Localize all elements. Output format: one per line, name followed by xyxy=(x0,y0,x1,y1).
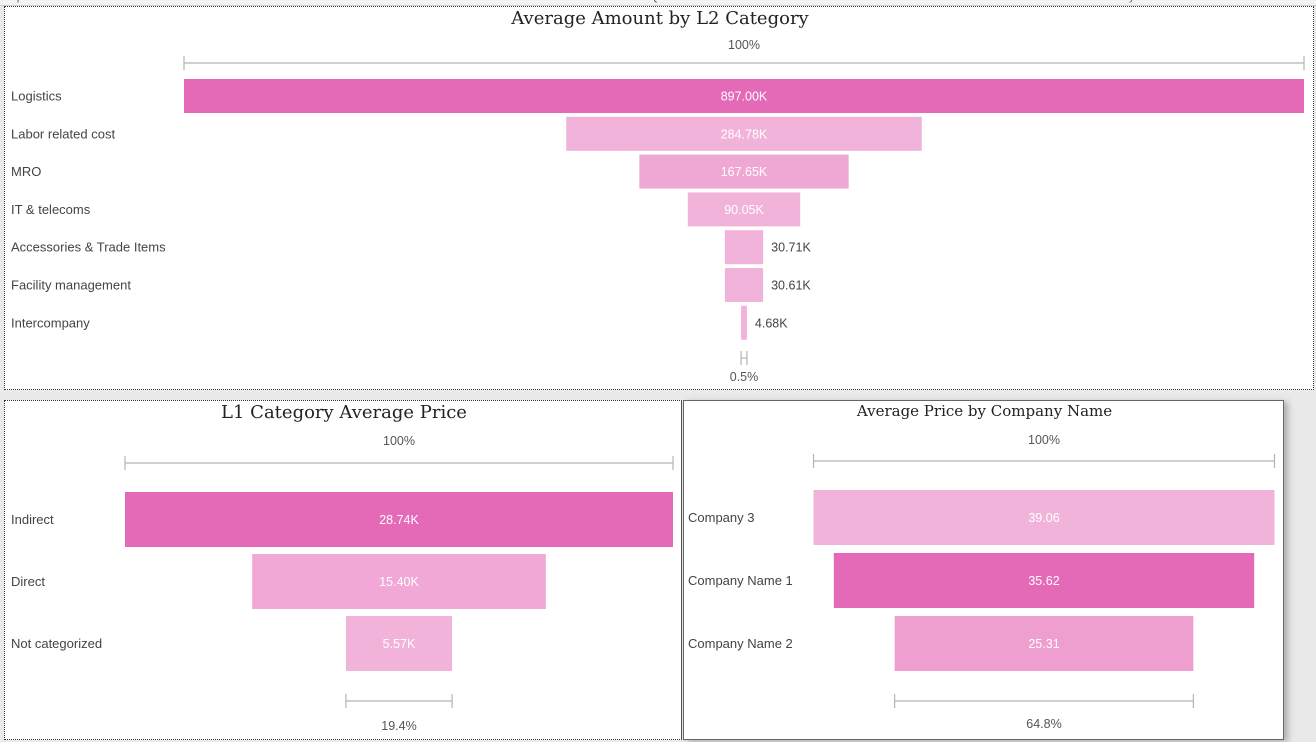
category-label: Labor related cost xyxy=(11,126,115,141)
data-label: 25.31 xyxy=(1028,637,1059,651)
funnel-bar xyxy=(184,79,1304,113)
top-percent-label: 100% xyxy=(1028,433,1060,447)
funnel-chart-l2: 100% Logistics 897.00K Labor related cost 28… xyxy=(11,38,1305,384)
data-label: 4.68K xyxy=(755,316,788,330)
ribbon-group-label: Clipboard xyxy=(4,0,51,3)
ribbon-group-label: Sensitivity xyxy=(1085,0,1135,3)
category-label: Company Name 1 xyxy=(688,573,793,588)
funnel-bar xyxy=(741,305,747,340)
category-label: Intercompany xyxy=(11,315,90,330)
category-label: IT & telecoms xyxy=(11,202,91,217)
top-percent-label: 100% xyxy=(383,434,415,448)
data-label: 5.57K xyxy=(383,637,416,651)
ribbon-group-label: Share xyxy=(1180,0,1209,3)
funnel-bar xyxy=(252,554,546,609)
data-label: 15.40K xyxy=(379,575,419,589)
bottom-percent-label: 0.5% xyxy=(730,370,759,384)
top-percent-label: 100% xyxy=(728,38,760,52)
ribbon-group-label: Calculations xyxy=(965,0,1025,3)
category-label: Facility management xyxy=(11,278,131,293)
category-label: Not categorized xyxy=(11,636,102,651)
category-label: Indirect xyxy=(11,512,54,527)
category-label: Logistics xyxy=(11,89,62,104)
category-label: Accessories & Trade Items xyxy=(11,240,166,255)
funnel-bar xyxy=(125,492,673,547)
chart-title: L1 Category Average Price xyxy=(221,402,467,423)
funnel-bar xyxy=(724,230,764,265)
funnel-bar xyxy=(566,116,922,151)
category-label: MRO xyxy=(11,164,41,179)
funnel-bar xyxy=(345,616,453,671)
funnel-bar xyxy=(639,154,849,189)
data-label: 90.05K xyxy=(724,203,764,217)
category-label: Company 3 xyxy=(688,510,754,525)
data-label: 167.65K xyxy=(721,165,768,179)
data-label: 30.71K xyxy=(771,241,811,255)
category-label: Company Name 2 xyxy=(688,636,793,651)
ribbon-group-label: Queries xyxy=(650,0,689,3)
funnel-bar xyxy=(833,553,1255,608)
funnel-visual-l2[interactable]: Average Amount by L2 Category 100% Logist… xyxy=(4,6,1314,390)
funnel-visual-l1[interactable]: L1 Category Average Price 100% Indirect 28… xyxy=(4,400,682,740)
bottom-percent-label: 19.4% xyxy=(381,719,416,733)
chart-title: Average Price by Company Name xyxy=(856,402,1113,420)
funnel-chart-company: 100% Company 3 39.06 Company Name 1 35.62 Com… xyxy=(688,433,1276,731)
bottom-percent-label: 64.8% xyxy=(1026,717,1061,731)
ribbon-group-label: Data xyxy=(345,0,368,3)
category-label: Direct xyxy=(11,574,45,589)
funnel-bar xyxy=(813,490,1275,545)
data-label: 284.78K xyxy=(721,127,768,141)
data-label: 35.62 xyxy=(1028,574,1059,588)
funnel-chart-l1: 100% Indirect 28.74K Direct 15.40K Not catego… xyxy=(11,434,674,733)
data-label: 28.74K xyxy=(379,513,419,527)
funnel-bar xyxy=(894,616,1194,671)
funnel-visual-company[interactable]: Average Price by Company Name 100% Compan… xyxy=(683,400,1284,740)
funnel-bar xyxy=(687,192,801,227)
chart-title: Average Amount by L2 Category xyxy=(511,8,809,29)
ribbon-group-label: Insert xyxy=(818,0,846,3)
data-label: 30.61K xyxy=(771,279,811,293)
data-label: 897.00K xyxy=(721,90,768,104)
funnel-bar xyxy=(724,268,764,302)
data-label: 39.06 xyxy=(1028,511,1059,525)
ribbon-strip: Clipboard Data Queries Insert Calculatio… xyxy=(0,0,1316,6)
